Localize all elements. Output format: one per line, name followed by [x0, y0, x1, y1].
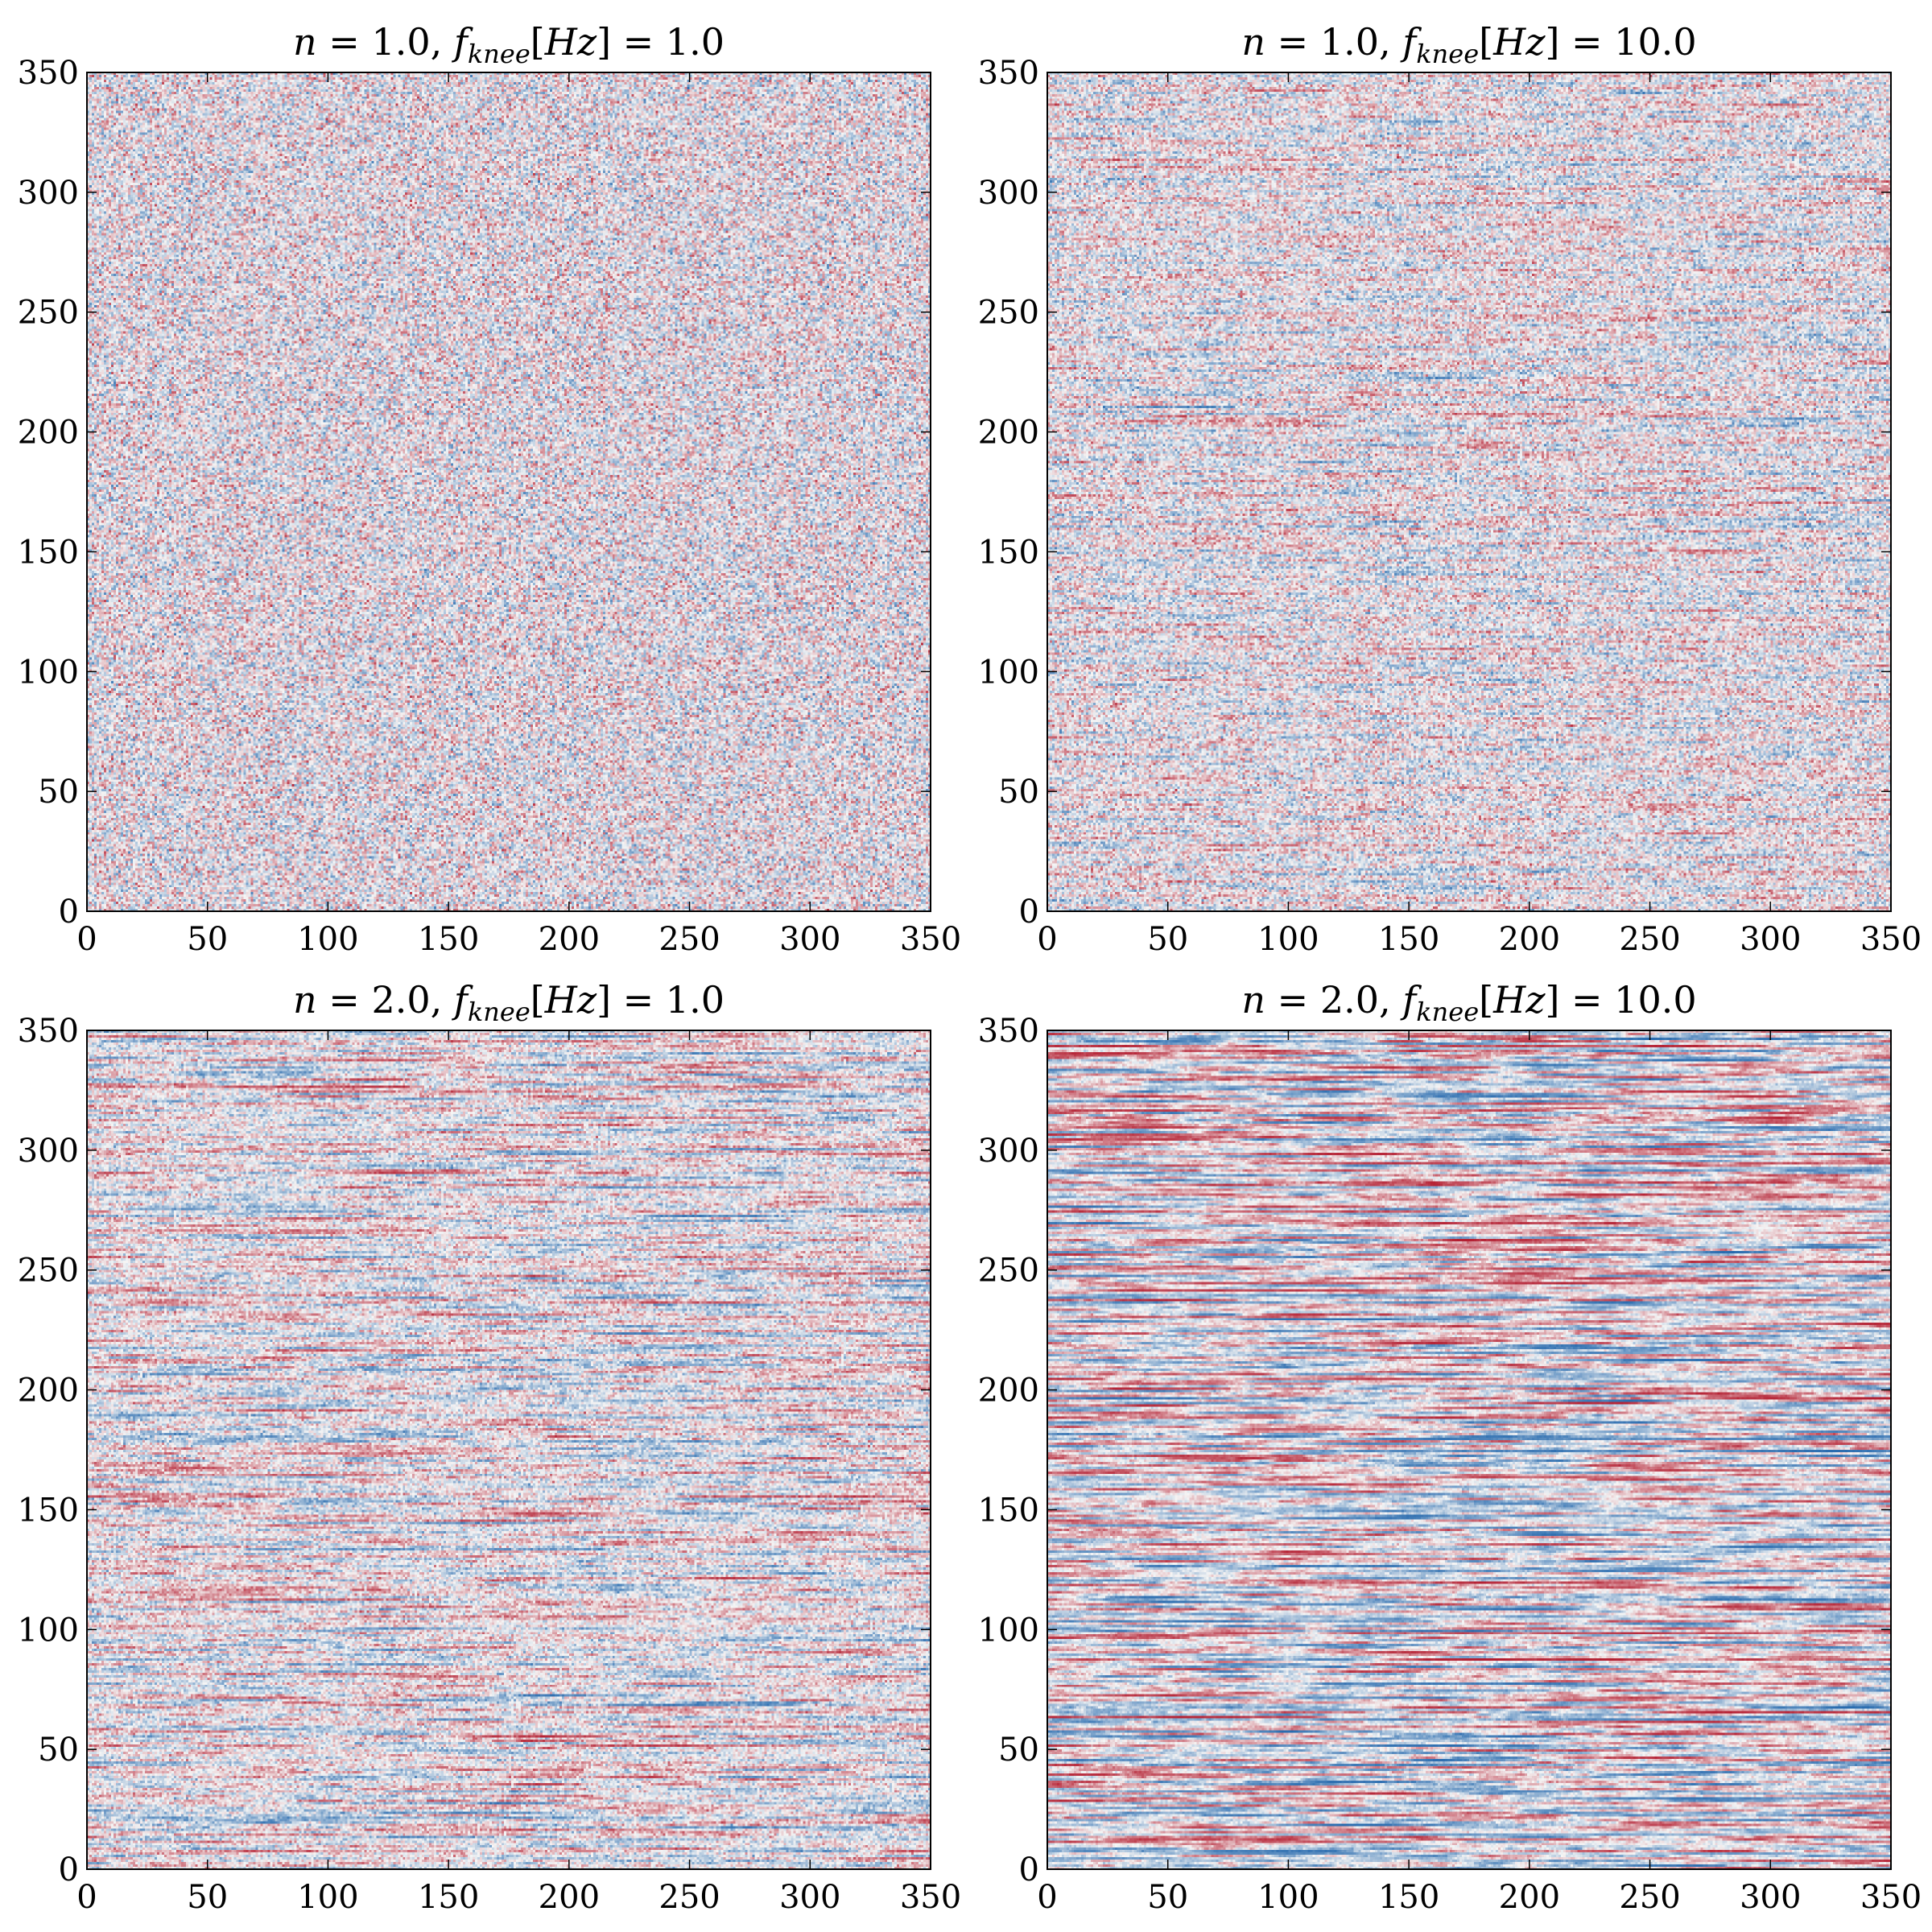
x-tick-label: 150: [1378, 1879, 1439, 1916]
x-tick-label: 250: [1619, 921, 1680, 958]
x-tick-label: 0: [76, 1879, 97, 1916]
y-tick-label: 150: [18, 1492, 79, 1529]
heatmap-raster: [1047, 72, 1891, 911]
panel-title: n = 2.0, fknee[Hz] = 10.0: [1241, 978, 1696, 1027]
axes-frame: [1046, 1030, 1892, 1870]
y-tick-label: 350: [18, 55, 79, 92]
x-tick-label: 250: [658, 921, 720, 958]
x-tick-label: 150: [1378, 921, 1439, 958]
y-tick-label: 200: [18, 415, 79, 452]
y-tick-label: 200: [978, 1373, 1039, 1410]
y-tick-label: 150: [18, 534, 79, 571]
y-tick-label: 0: [59, 1852, 79, 1889]
panel-title: n = 1.0, fknee[Hz] = 1.0: [293, 20, 724, 69]
heatmap-raster: [87, 1030, 931, 1869]
axes-frame: [86, 1030, 931, 1870]
heatmap-raster: [1047, 1030, 1891, 1869]
panel-title: n = 1.0, fknee[Hz] = 10.0: [1241, 20, 1696, 69]
x-tick-label: 350: [1860, 921, 1922, 958]
x-tick-label: 100: [297, 921, 358, 958]
x-tick-label: 100: [297, 1879, 358, 1916]
x-tick-label: 250: [1619, 1879, 1680, 1916]
y-tick-label: 0: [1019, 894, 1039, 931]
x-tick-label: 200: [1499, 1879, 1560, 1916]
y-tick-label: 250: [978, 295, 1039, 332]
y-tick-label: 0: [1019, 1852, 1039, 1889]
y-tick-label: 300: [978, 1133, 1039, 1170]
x-tick-label: 350: [900, 1879, 961, 1916]
x-tick-label: 300: [779, 921, 840, 958]
heatmap-panel-1: 0 50 100 150 200 250 300 350 0 50 100 150 200 250 300 3…: [18, 20, 962, 958]
x-tick-label: 200: [539, 921, 600, 958]
heatmap-panel-3: 0 50 100 150 200 250 300 350 0 50 100 150 200 250 300 3…: [18, 978, 962, 1916]
x-tick-label: 0: [76, 921, 97, 958]
y-tick-label: 300: [18, 1133, 79, 1170]
x-tick-label: 350: [900, 921, 961, 958]
x-tick-label: 0: [1037, 921, 1057, 958]
x-tick-label: 300: [779, 1879, 840, 1916]
x-tick-label: 200: [1499, 921, 1560, 958]
y-tick-label: 200: [978, 415, 1039, 452]
y-tick-label: 150: [978, 1492, 1039, 1529]
x-tick-label: 50: [187, 1879, 228, 1916]
y-tick-label: 350: [978, 1013, 1039, 1050]
x-tick-label: 150: [418, 921, 479, 958]
y-tick-label: 50: [38, 774, 79, 811]
y-tick-label: 50: [998, 774, 1039, 811]
y-tick-label: 150: [978, 534, 1039, 571]
axes-frame: [1046, 72, 1892, 912]
y-tick-label: 200: [18, 1373, 79, 1410]
y-tick-label: 250: [978, 1253, 1039, 1290]
y-tick-label: 300: [18, 175, 79, 212]
x-tick-label: 100: [1257, 921, 1319, 958]
y-tick-label: 250: [18, 295, 79, 332]
heatmap-panel-4: 0 50 100 150 200 250 300 350 0 50 100 150 200 250 300 3…: [978, 978, 1922, 1916]
y-tick-label: 100: [978, 1612, 1039, 1649]
x-tick-label: 150: [418, 1879, 479, 1916]
y-tick-label: 350: [978, 55, 1039, 92]
x-tick-label: 350: [1860, 1879, 1922, 1916]
x-tick-label: 250: [658, 1879, 720, 1916]
panel-title: n = 2.0, fknee[Hz] = 1.0: [293, 978, 724, 1027]
y-tick-label: 100: [978, 654, 1039, 691]
y-tick-label: 300: [978, 175, 1039, 212]
x-tick-label: 50: [1147, 921, 1188, 958]
heatmap-raster: [87, 72, 931, 911]
axes-frame: [86, 72, 931, 912]
x-tick-label: 200: [539, 1879, 600, 1916]
x-tick-label: 50: [187, 921, 228, 958]
y-tick-label: 250: [18, 1253, 79, 1290]
x-tick-label: 100: [1257, 1879, 1319, 1916]
y-tick-label: 100: [18, 654, 79, 691]
y-tick-label: 350: [18, 1013, 79, 1050]
y-tick-label: 0: [59, 894, 79, 931]
x-tick-label: 300: [1740, 921, 1801, 958]
y-tick-label: 100: [18, 1612, 79, 1649]
heatmap-panel-2: 0 50 100 150 200 250 300 350 0 50 100 150 200 250 300 3…: [978, 20, 1922, 958]
x-tick-label: 300: [1740, 1879, 1801, 1916]
x-tick-label: 0: [1037, 1879, 1057, 1916]
x-tick-label: 50: [1147, 1879, 1188, 1916]
y-tick-label: 50: [38, 1732, 79, 1769]
y-tick-label: 50: [998, 1732, 1039, 1769]
